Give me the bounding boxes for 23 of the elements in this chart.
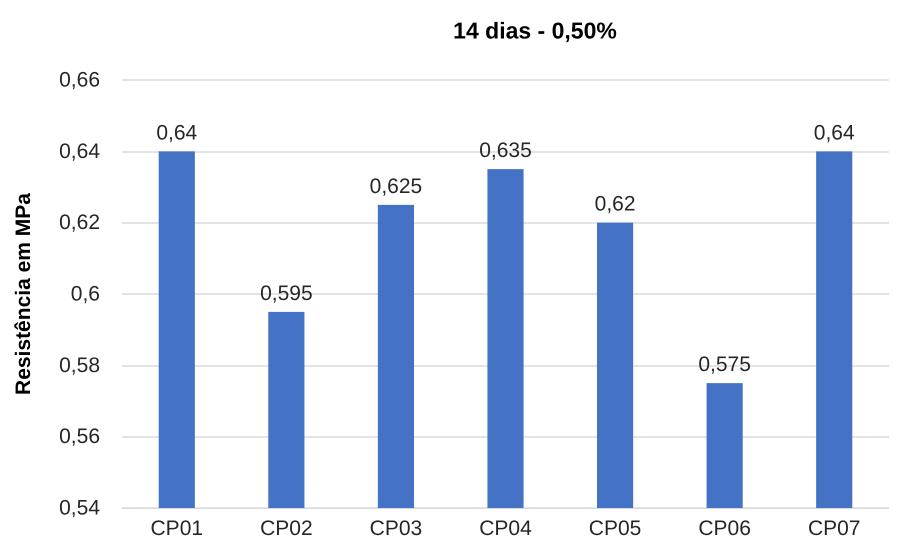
y-tick-label: 0,6 — [70, 282, 100, 306]
x-tick-label: CP02 — [260, 517, 313, 540]
x-tick-label: CP06 — [698, 517, 751, 540]
x-tick-label: CP05 — [588, 517, 642, 540]
data-label: 0,64 — [156, 121, 198, 144]
chart-title: 14 dias - 0,50% — [453, 18, 617, 44]
data-label: 0,575 — [698, 353, 751, 376]
y-tick-label: 0,66 — [59, 68, 100, 92]
data-label: 0,595 — [260, 282, 313, 305]
data-label: 0,625 — [370, 174, 422, 198]
x-tick-label: CP03 — [370, 517, 422, 540]
y-tick-label: 0,54 — [59, 496, 100, 520]
y-tick-label: 0,64 — [59, 140, 100, 163]
data-label: 0,635 — [479, 139, 532, 162]
data-label: 0,64 — [814, 121, 855, 144]
x-tick-label: CP04 — [479, 517, 532, 540]
y-tick-label: 0,58 — [59, 354, 100, 377]
x-tick-label: CP01 — [150, 517, 204, 540]
data-label: 0,62 — [594, 192, 636, 216]
y-tick-label: 0,56 — [59, 425, 100, 448]
x-tick-label: CP07 — [808, 517, 860, 540]
y-axis-title: Resistência em MPa — [12, 192, 35, 395]
y-tick-label: 0,62 — [59, 211, 100, 234]
